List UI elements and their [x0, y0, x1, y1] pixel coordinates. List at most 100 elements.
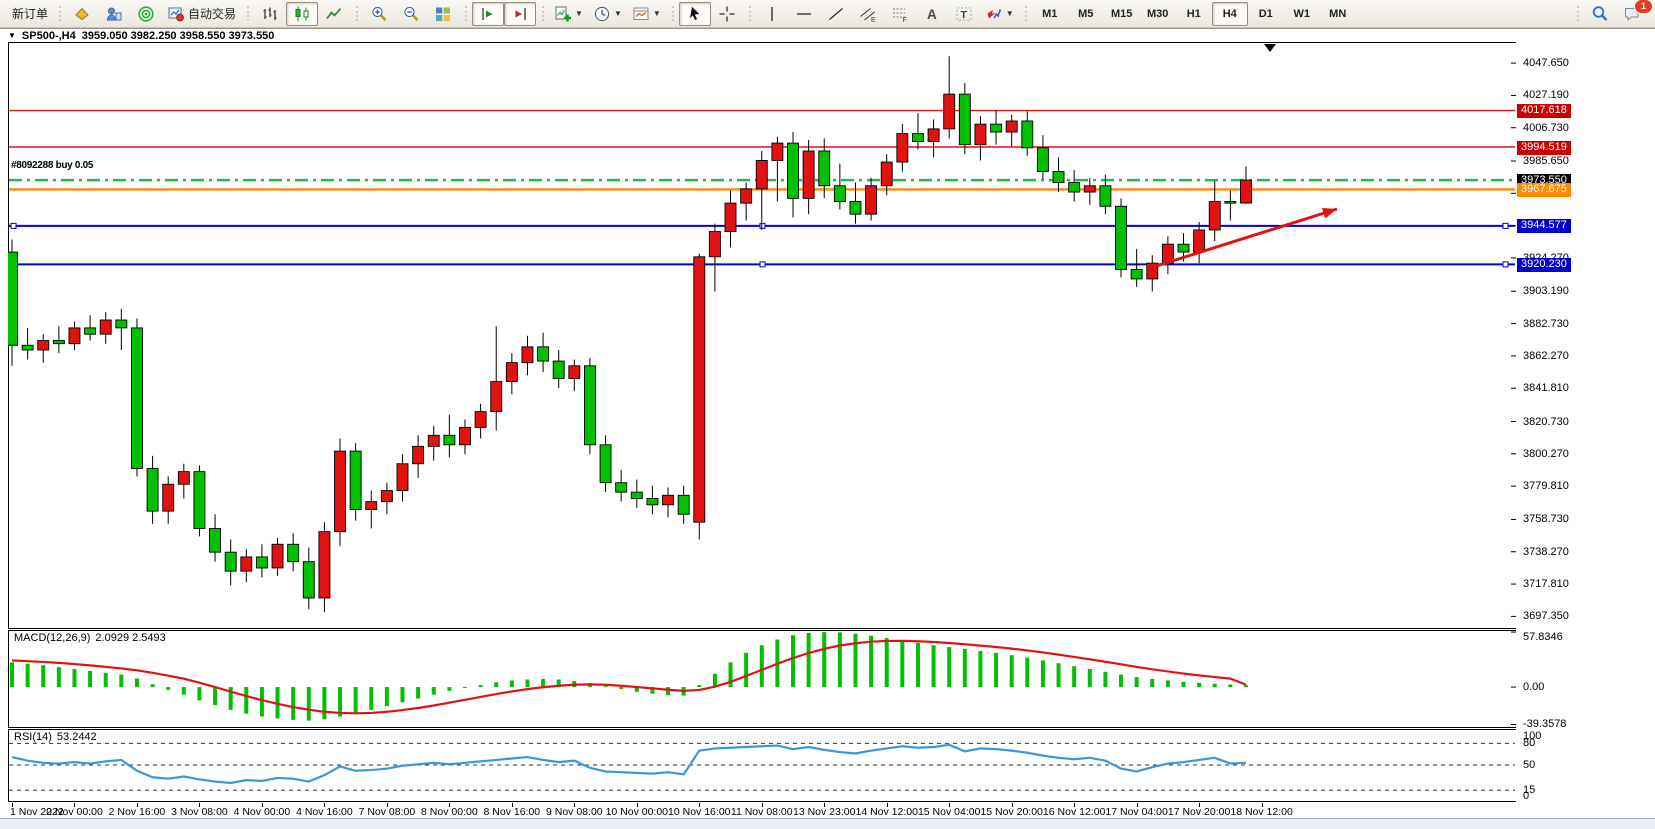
support-line-1-handle[interactable]	[759, 222, 766, 229]
candle-body	[84, 327, 97, 335]
shapes-icon	[987, 8, 1002, 18]
indicators-button[interactable]: ▼	[549, 2, 588, 26]
support-line-1-handle[interactable]	[1502, 222, 1509, 229]
new-order-button[interactable]: 新订单	[7, 2, 53, 26]
candle-body	[880, 161, 893, 187]
candle-body	[1146, 262, 1159, 280]
signals-button[interactable]	[130, 2, 162, 26]
vertical-line-button[interactable]	[756, 2, 788, 26]
x-tick-mark	[449, 803, 451, 807]
arrows-button[interactable]: ▼	[980, 2, 1019, 26]
search-button[interactable]	[1584, 2, 1616, 26]
trend-arrow[interactable]	[1149, 207, 1338, 270]
candle-body	[927, 128, 940, 142]
chart-title-bar: ▼ SP500-,H4 3959.050 3982.250 3958.550 3…	[0, 28, 1655, 42]
main-toolbar: 新订单 自动交易 ▼ ▼ ▼ E F A T ▼ M1 M5 M15 M30 H1 H4 D1 W1 MN 1	[0, 0, 1655, 28]
chart-canvas[interactable]	[6, 42, 1517, 802]
timeframe-D1[interactable]: D1	[1258, 7, 1273, 20]
candle-body	[349, 450, 362, 510]
zoom-out-button[interactable]	[395, 2, 427, 26]
macd-tick: 57.8346	[1523, 631, 1563, 643]
x-axis-label: 13 Nov 23:00	[793, 806, 856, 818]
signal-icon	[138, 5, 154, 22]
timeframe-MN[interactable]: MN	[1329, 7, 1347, 20]
x-tick-mark	[199, 803, 201, 807]
market-watch-button[interactable]	[66, 2, 98, 26]
price-tick: 4006.730	[1523, 121, 1569, 134]
candle-body	[6, 251, 18, 346]
timeframe-H1[interactable]: H1	[1186, 7, 1201, 20]
candle-body	[459, 426, 471, 446]
candlestick-chart-button[interactable]	[286, 1, 319, 26]
auto-scroll-button[interactable]	[472, 1, 505, 26]
zoom-in-button[interactable]	[363, 2, 395, 26]
crosshair-button[interactable]	[711, 2, 743, 26]
timeframe-M5[interactable]: M5	[1078, 7, 1094, 20]
open-position-label[interactable]: #8092288 buy 0.05	[11, 160, 94, 171]
cursor-button[interactable]	[678, 1, 711, 26]
candle-body	[943, 93, 956, 130]
label-button[interactable]: T	[948, 2, 980, 26]
candle-body	[521, 346, 534, 364]
timeframe-M15[interactable]: M15	[1111, 7, 1133, 20]
price-tick: 3738.270	[1523, 545, 1569, 558]
chart-plot-area[interactable]	[6, 42, 1517, 802]
candle-body	[896, 133, 909, 163]
fibo-icon: F	[892, 8, 907, 23]
text-button[interactable]: A	[916, 2, 948, 26]
support-line-1-handle[interactable]	[10, 222, 17, 229]
x-axis-label: 2 Nov 16:00	[108, 806, 166, 818]
bar-chart-icon	[263, 7, 277, 20]
autotrading-button[interactable]: 自动交易	[162, 2, 241, 26]
candle-body	[1036, 147, 1049, 172]
candle-body	[755, 160, 768, 190]
candle-body	[630, 491, 643, 499]
x-tick-mark	[1011, 803, 1013, 807]
chart-shift-button[interactable]	[504, 1, 537, 26]
bar-chart-button[interactable]	[254, 2, 286, 26]
candle-body	[1052, 171, 1065, 184]
horizontal-line-button[interactable]	[788, 2, 820, 26]
price-tick: 3985.650	[1523, 155, 1569, 168]
price-badge: 3944.577	[1517, 219, 1571, 234]
trend-arrow-head[interactable]	[1321, 207, 1337, 219]
candle-body	[1005, 120, 1018, 133]
price-tick: 3903.190	[1523, 285, 1569, 298]
price-tick: 3758.730	[1523, 513, 1569, 526]
rsi-tick: 15	[1523, 784, 1536, 797]
price-badge: 3967.675	[1517, 182, 1571, 197]
chart-dropdown-icon[interactable]: ▼	[8, 31, 16, 40]
templates-button[interactable]: ▼	[627, 2, 666, 26]
x-axis-label: 18 Nov 12:00	[1230, 806, 1293, 818]
trendline-button[interactable]	[820, 2, 852, 26]
x-tick-mark	[824, 803, 826, 807]
support-line-2-handle[interactable]	[1502, 261, 1509, 268]
support-line-2-handle[interactable]	[759, 261, 766, 268]
x-axis-label: 2 Nov 00:00	[46, 806, 103, 818]
x-tick-mark	[324, 803, 326, 807]
clock-icon	[594, 6, 610, 21]
candle-body	[146, 468, 159, 512]
price-tick: 4047.650	[1523, 57, 1569, 70]
navigator-button[interactable]	[98, 2, 130, 26]
timeframe-M1[interactable]: M1	[1042, 7, 1058, 20]
candle-body	[1177, 243, 1190, 253]
timeframe-H4[interactable]: H4	[1211, 1, 1248, 26]
candle-body	[255, 556, 268, 569]
candle-body	[131, 327, 143, 469]
candle-body	[708, 231, 721, 258]
tile-windows-button[interactable]	[427, 2, 459, 26]
channel-button[interactable]: E	[852, 2, 884, 26]
market-watch-icon	[75, 7, 89, 20]
chart-shift-marker[interactable]	[1264, 44, 1276, 52]
chat-button[interactable]: 1	[1616, 0, 1653, 26]
fibonacci-button[interactable]: F	[884, 2, 916, 26]
periods-button[interactable]: ▼	[588, 2, 627, 26]
x-axis-label: 4 Nov 00:00	[233, 806, 291, 818]
timeframe-M30[interactable]: M30	[1147, 7, 1169, 20]
macd-tick: 0.00	[1523, 681, 1545, 694]
timeframe-W1[interactable]: W1	[1293, 7, 1310, 20]
line-chart-button[interactable]	[318, 2, 350, 26]
indicators-icon	[555, 6, 572, 21]
x-tick-mark	[949, 803, 951, 807]
